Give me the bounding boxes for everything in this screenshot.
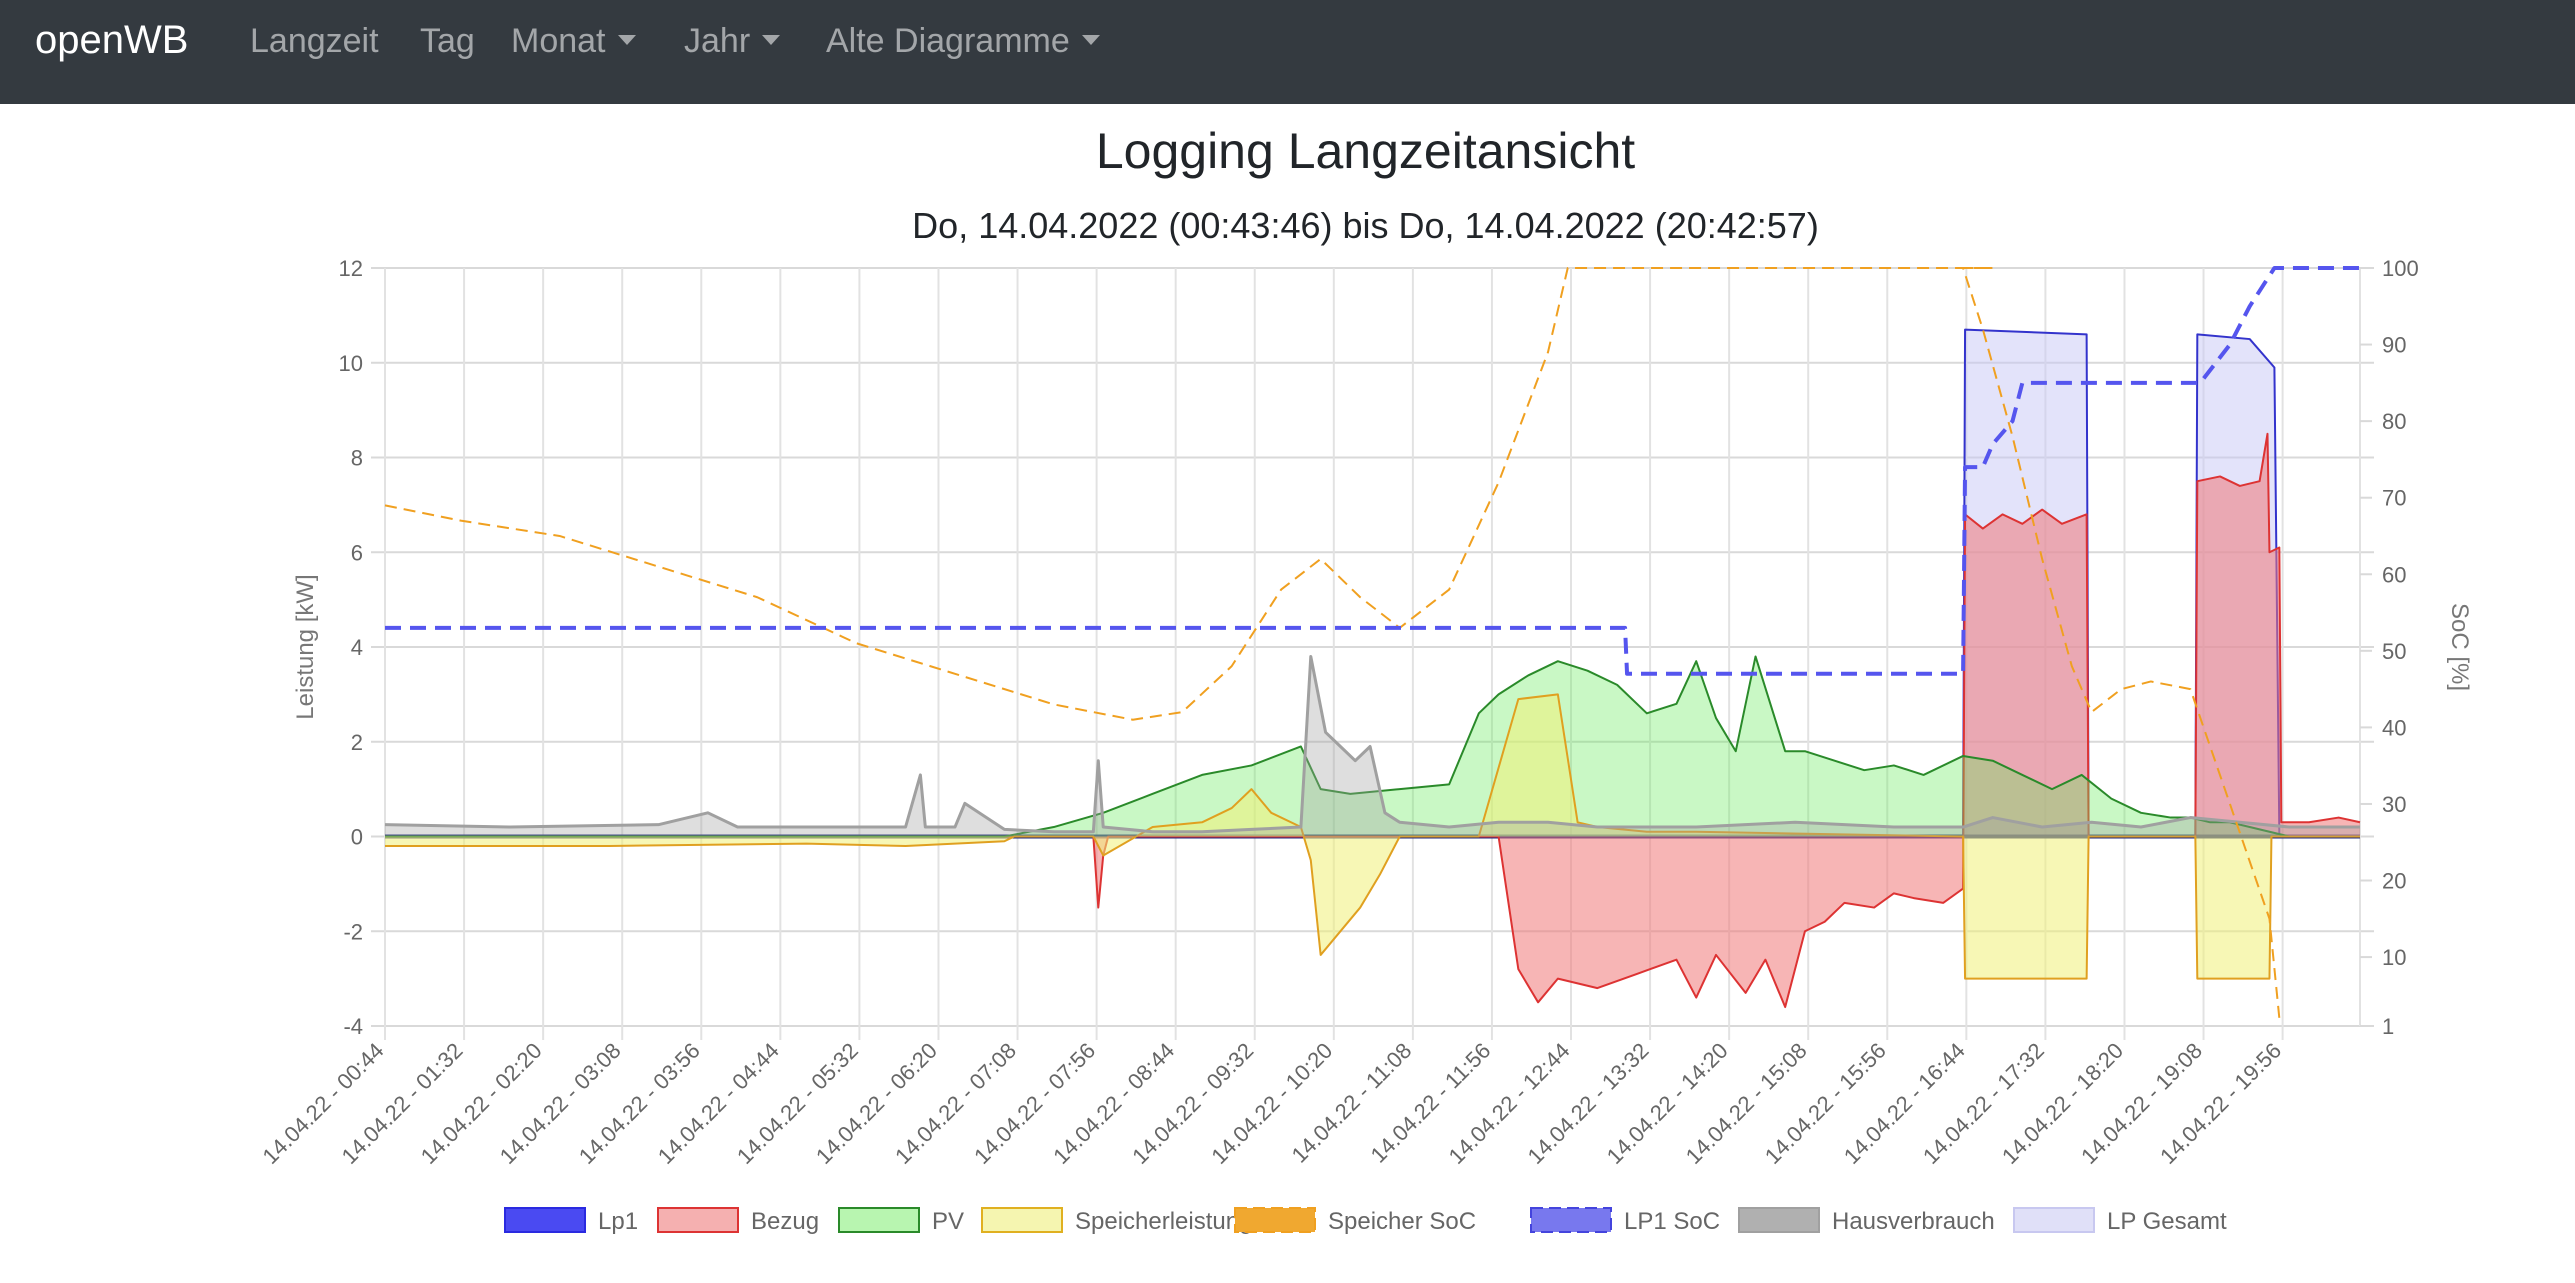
nav-tag-label: Tag bbox=[420, 22, 475, 60]
legend-item-lp1: Lp1 bbox=[504, 1207, 638, 1235]
series-hausverbrauch bbox=[384, 654, 2360, 837]
series-speicherleistung bbox=[385, 693, 2360, 980]
chevron-down-icon bbox=[1081, 35, 1100, 46]
legend-label: PV bbox=[932, 1208, 964, 1235]
y2-tick-label: 80 bbox=[2382, 409, 2406, 434]
series-speicher-soc bbox=[384, 267, 2281, 1019]
chevron-down-icon bbox=[617, 35, 636, 46]
y-tick-label: -2 bbox=[343, 919, 363, 944]
y2-tick-label: 70 bbox=[2382, 486, 2406, 511]
legend-swatch bbox=[1234, 1207, 1316, 1233]
y2-tick-label: 20 bbox=[2382, 869, 2406, 894]
legend-label: Speicher SoC bbox=[1328, 1208, 1476, 1235]
legend-label: LP1 SoC bbox=[1624, 1208, 1720, 1235]
chevron-down-icon bbox=[762, 35, 781, 46]
chart-legend: Lp1 Bezug PV Speicherleistung Speicher SoC LP… bbox=[504, 1207, 2227, 1235]
y-tick-label: 2 bbox=[351, 730, 363, 755]
chart-series bbox=[384, 266, 2361, 1019]
y-tick-label: -4 bbox=[343, 1014, 363, 1039]
brand-logo[interactable]: openWB bbox=[35, 18, 189, 62]
series-area bbox=[385, 694, 2360, 979]
navbar: openWB Langzeit Tag Monat Jahr Alte Diag… bbox=[0, 0, 2575, 104]
y2-tick-label: 1 bbox=[2382, 1014, 2394, 1039]
y2-axis-label: SoC [%] bbox=[2446, 603, 2473, 691]
legend-label: LP Gesamt bbox=[2107, 1208, 2227, 1235]
legend-item-pv: PV bbox=[838, 1207, 964, 1235]
series-area bbox=[385, 656, 2290, 837]
legend-swatch bbox=[2013, 1207, 2095, 1233]
y-tick-label: 4 bbox=[351, 635, 363, 660]
series-bezug bbox=[385, 432, 2361, 1009]
legend-item-bezug: Bezug bbox=[657, 1207, 819, 1235]
series-line bbox=[385, 693, 2360, 980]
legend-swatch bbox=[504, 1207, 586, 1233]
y2-tick-label: 90 bbox=[2382, 333, 2406, 358]
legend-item-speicherleistung: Speicherleistung bbox=[981, 1207, 1252, 1235]
legend-label: Speicherleistung bbox=[1075, 1208, 1252, 1235]
nav-monat-label: Monat bbox=[511, 22, 606, 60]
legend-swatch bbox=[1738, 1207, 1820, 1233]
series-line bbox=[384, 654, 2360, 834]
y-tick-label: 8 bbox=[351, 446, 363, 471]
legend-item-hausverbrauch: Hausverbrauch bbox=[1738, 1207, 1995, 1235]
nav-monat-dropdown[interactable]: Monat bbox=[511, 22, 636, 61]
y-axis-label: Leistung [kW] bbox=[292, 574, 319, 719]
y-tick-label: 12 bbox=[339, 256, 363, 281]
legend-swatch bbox=[838, 1207, 920, 1233]
y2-tick-label: 40 bbox=[2382, 715, 2406, 740]
legend-item-lp-gesamt: LP Gesamt bbox=[2013, 1207, 2227, 1235]
y2-tick-label: 30 bbox=[2382, 792, 2406, 817]
y2-tick-label: 50 bbox=[2382, 639, 2406, 664]
series-area bbox=[385, 656, 2360, 837]
nav-langzeit[interactable]: Langzeit bbox=[250, 22, 379, 61]
nav-langzeit-label: Langzeit bbox=[250, 22, 379, 60]
y2-tick-label: 10 bbox=[2382, 945, 2406, 970]
series-line bbox=[385, 432, 2361, 1009]
legend-label: Lp1 bbox=[598, 1208, 638, 1235]
legend-item-speicher-soc: Speicher SoC bbox=[1234, 1207, 1476, 1235]
series-line bbox=[385, 266, 2360, 676]
series-area bbox=[385, 433, 2360, 1008]
legend-label: Hausverbrauch bbox=[1832, 1208, 1995, 1235]
nav-jahr-dropdown[interactable]: Jahr bbox=[684, 22, 781, 61]
y-tick-label: 6 bbox=[351, 540, 363, 565]
nav-tag[interactable]: Tag bbox=[420, 22, 475, 61]
page-title: Logging Langzeitansicht bbox=[1095, 123, 1636, 179]
y-tick-label: 0 bbox=[351, 825, 363, 850]
legend-item-lp1-soc: LP1 SoC bbox=[1530, 1207, 1720, 1235]
y-tick-label: 10 bbox=[339, 351, 363, 376]
legend-label: Bezug bbox=[751, 1208, 819, 1235]
legend-swatch bbox=[657, 1207, 739, 1233]
nav-alte-diagramme-label: Alte Diagramme bbox=[826, 22, 1070, 60]
legend-swatch bbox=[981, 1207, 1063, 1233]
y2-tick-label: 60 bbox=[2382, 562, 2406, 587]
series-line bbox=[384, 267, 2281, 1019]
nav-jahr-label: Jahr bbox=[684, 22, 751, 60]
series-lp1-soc bbox=[385, 266, 2360, 676]
y2-tick-label: 100 bbox=[2382, 256, 2419, 281]
nav-alte-diagramme-dropdown[interactable]: Alte Diagramme bbox=[826, 22, 1100, 61]
chart-subtitle: Do, 14.04.2022 (00:43:46) bis Do, 14.04.… bbox=[912, 205, 1819, 246]
legend-swatch bbox=[1530, 1207, 1612, 1233]
